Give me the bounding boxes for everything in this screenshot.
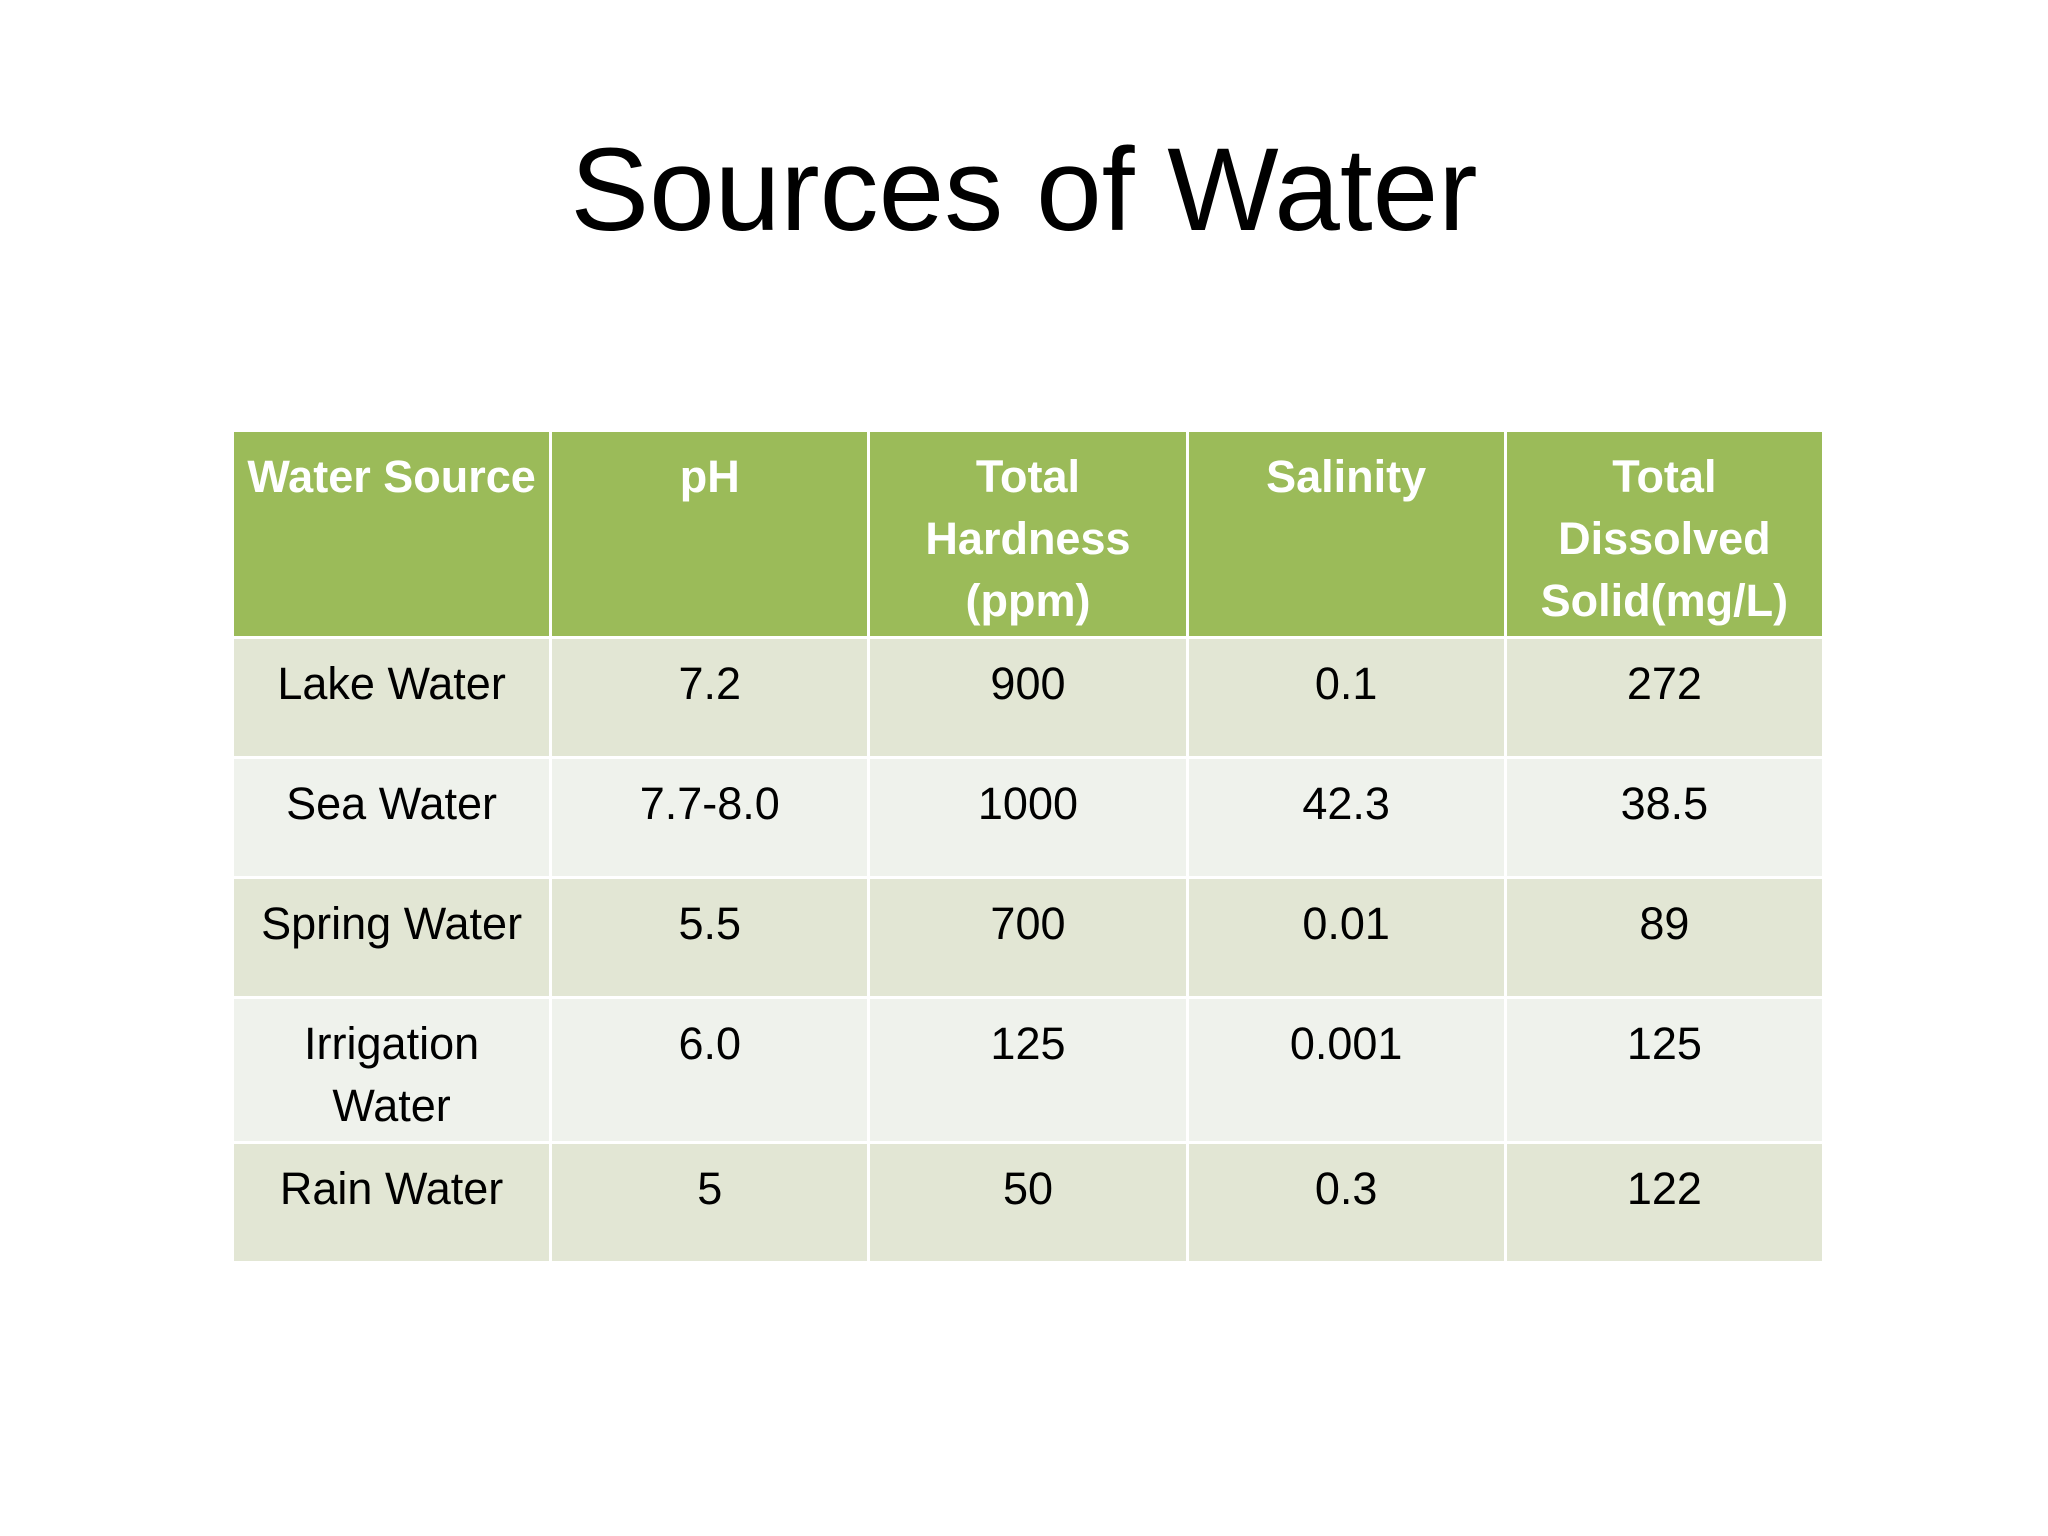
header-total-hardness: Total Hardness (ppm) [867, 429, 1189, 639]
cell-water-source: Spring Water [230, 876, 553, 999]
cell-total-dissolved-solid: 89 [1503, 876, 1826, 999]
cell-salinity: 0.3 [1185, 1141, 1507, 1264]
slide-title: Sources of Water [570, 124, 1478, 256]
table-row: Rain Water 5 50 0.3 122 [230, 1141, 1826, 1264]
table-row: Sea Water 7.7-8.0 1000 42.3 38.5 [230, 756, 1826, 879]
table-row: Spring Water 5.5 700 0.01 89 [230, 876, 1826, 999]
table-header-row: Water Source pH Total Hardness (ppm) Sal… [230, 429, 1826, 639]
cell-salinity: 0.01 [1185, 876, 1507, 999]
cell-total-hardness: 900 [867, 636, 1189, 759]
cell-ph: 5 [549, 1141, 871, 1264]
table-row: Irrigation Water 6.0 125 0.001 125 [230, 996, 1826, 1144]
cell-total-hardness: 700 [867, 876, 1189, 999]
cell-total-dissolved-solid: 125 [1503, 996, 1826, 1144]
header-total-dissolved-solid: Total Dissolved Solid(mg/L) [1503, 429, 1826, 639]
header-salinity: Salinity [1185, 429, 1507, 639]
cell-total-dissolved-solid: 38.5 [1503, 756, 1826, 879]
header-ph: pH [549, 429, 871, 639]
cell-total-dissolved-solid: 272 [1503, 636, 1826, 759]
cell-total-hardness: 125 [867, 996, 1189, 1144]
table-row: Lake Water 7.2 900 0.1 272 [230, 636, 1826, 759]
cell-salinity: 0.1 [1185, 636, 1507, 759]
water-sources-table: Water Source pH Total Hardness (ppm) Sal… [230, 429, 1826, 1264]
header-water-source: Water Source [230, 429, 553, 639]
cell-salinity: 42.3 [1185, 756, 1507, 879]
cell-total-hardness: 1000 [867, 756, 1189, 879]
cell-ph: 7.7-8.0 [549, 756, 871, 879]
cell-salinity: 0.001 [1185, 996, 1507, 1144]
cell-ph: 5.5 [549, 876, 871, 999]
cell-water-source: Rain Water [230, 1141, 553, 1264]
cell-water-source: Sea Water [230, 756, 553, 879]
cell-water-source: Irrigation Water [230, 996, 553, 1144]
cell-ph: 7.2 [549, 636, 871, 759]
cell-ph: 6.0 [549, 996, 871, 1144]
cell-total-dissolved-solid: 122 [1503, 1141, 1826, 1264]
cell-water-source: Lake Water [230, 636, 553, 759]
cell-total-hardness: 50 [867, 1141, 1189, 1264]
